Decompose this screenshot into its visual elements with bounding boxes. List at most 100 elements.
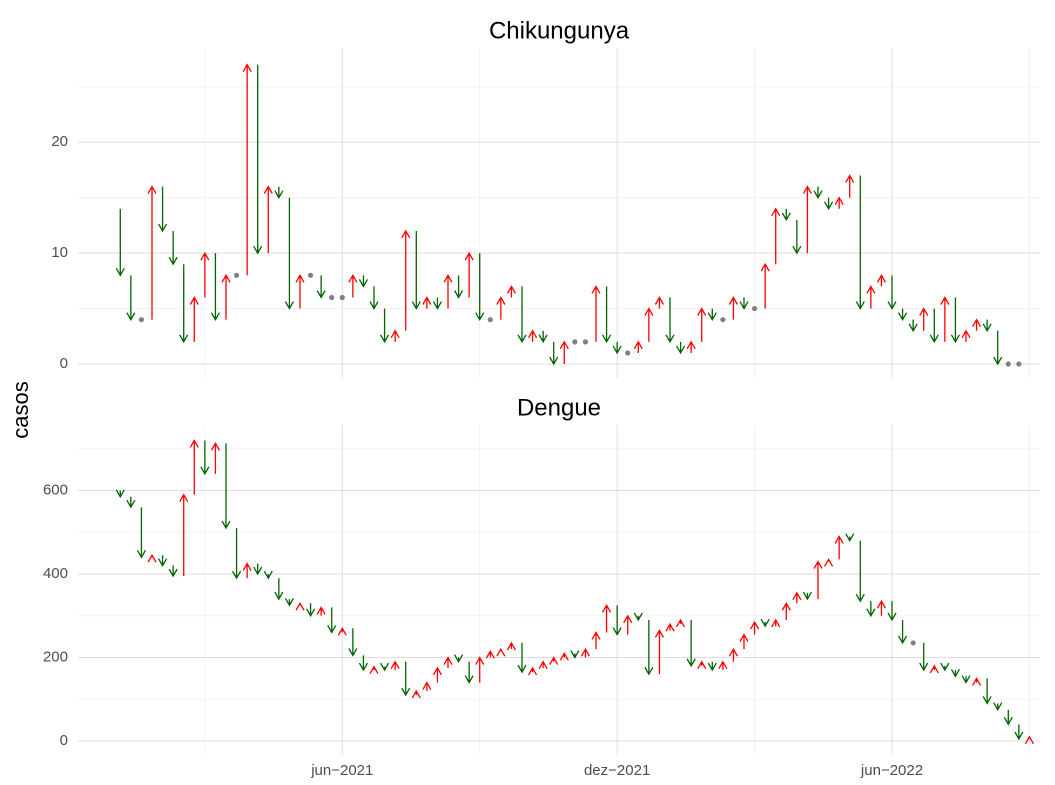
down-arrow — [855, 175, 865, 310]
up-arrow — [728, 296, 738, 320]
down-arrow — [760, 618, 770, 628]
down-arrow — [327, 607, 337, 634]
up-arrow — [200, 251, 210, 298]
down-arrow — [961, 675, 971, 684]
up-arrow — [866, 285, 876, 309]
up-arrow — [697, 660, 707, 670]
up-arrow — [242, 562, 252, 579]
down-arrow — [380, 662, 390, 672]
down-arrow — [665, 297, 675, 344]
down-arrow — [866, 601, 876, 618]
up-arrow — [665, 622, 675, 632]
down-arrow — [115, 208, 125, 277]
down-arrow — [517, 642, 527, 674]
up-arrow — [834, 535, 844, 560]
up-arrow — [147, 553, 157, 563]
down-arrow — [358, 275, 368, 288]
up-arrow — [549, 656, 559, 665]
up-arrow — [602, 604, 612, 633]
down-arrow — [950, 297, 960, 344]
y-tick-label: 0 — [60, 732, 68, 749]
up-arrow — [580, 647, 590, 658]
up-arrow — [813, 560, 823, 600]
down-arrow — [707, 308, 717, 321]
no-change-dot — [582, 339, 589, 345]
up-arrow — [496, 296, 506, 320]
up-arrow — [210, 442, 220, 474]
down-arrow — [168, 230, 178, 266]
up-arrow — [528, 666, 538, 676]
up-arrow — [464, 251, 474, 298]
down-arrow — [950, 668, 960, 678]
up-arrow — [760, 262, 770, 309]
down-arrow — [739, 297, 749, 310]
up-arrow — [824, 558, 834, 567]
up-arrow — [179, 493, 189, 577]
down-arrow — [707, 661, 717, 672]
down-arrow — [570, 650, 580, 659]
no-change-dot — [625, 350, 631, 356]
down-arrow — [908, 319, 918, 333]
down-arrow — [284, 598, 294, 607]
down-arrow — [274, 578, 284, 601]
down-arrow — [517, 286, 527, 344]
panel-title: Dengue — [517, 394, 601, 421]
up-arrow — [919, 307, 929, 331]
down-arrow — [464, 661, 474, 684]
up-arrow — [189, 439, 199, 495]
down-arrow — [824, 197, 834, 211]
down-arrow — [676, 341, 686, 355]
no-change-dot — [329, 294, 335, 301]
no-change-dot — [307, 272, 314, 278]
up-arrow — [242, 63, 252, 276]
down-arrow — [549, 341, 559, 366]
up-arrow — [401, 229, 411, 331]
down-arrow — [168, 565, 178, 578]
down-arrow — [263, 570, 273, 580]
down-arrow — [158, 555, 168, 567]
down-arrow — [126, 275, 136, 321]
up-arrow — [506, 285, 516, 298]
up-arrow — [432, 666, 442, 683]
down-arrow — [274, 186, 284, 200]
up-arrow — [390, 329, 400, 342]
down-arrow — [158, 186, 168, 233]
up-arrow — [697, 307, 707, 342]
down-arrow — [253, 563, 263, 576]
up-arrow — [591, 631, 601, 650]
down-arrow — [1014, 724, 1024, 741]
down-arrow — [126, 496, 136, 509]
down-arrow — [993, 330, 1003, 366]
down-arrow — [253, 64, 263, 255]
down-arrow — [982, 319, 992, 333]
down-arrow — [538, 330, 548, 344]
up-arrow — [295, 601, 305, 611]
down-arrow — [993, 702, 1003, 712]
up-arrow — [443, 656, 453, 668]
down-arrow — [369, 286, 379, 310]
up-arrow — [876, 274, 886, 287]
up-arrow — [1024, 735, 1034, 745]
up-arrow — [654, 629, 664, 675]
up-arrow — [802, 185, 812, 254]
down-arrow — [348, 628, 358, 657]
no-change-dot — [1005, 361, 1011, 367]
y-tick-label: 200 — [43, 648, 68, 665]
no-change-dot — [910, 640, 916, 646]
down-arrow — [686, 619, 696, 668]
up-arrow — [961, 329, 971, 342]
up-arrow — [591, 285, 601, 342]
up-arrow — [728, 647, 738, 662]
down-arrow — [401, 661, 411, 697]
up-arrow — [929, 664, 939, 674]
up-arrow — [189, 296, 199, 342]
up-arrow — [940, 296, 950, 342]
y-tick-label: 0 — [60, 355, 68, 372]
down-arrow — [306, 603, 316, 618]
down-arrow — [221, 443, 231, 530]
down-arrow — [633, 612, 643, 622]
down-arrow — [602, 286, 612, 344]
up-arrow — [633, 340, 643, 353]
y-axis-label: casos — [8, 381, 33, 438]
